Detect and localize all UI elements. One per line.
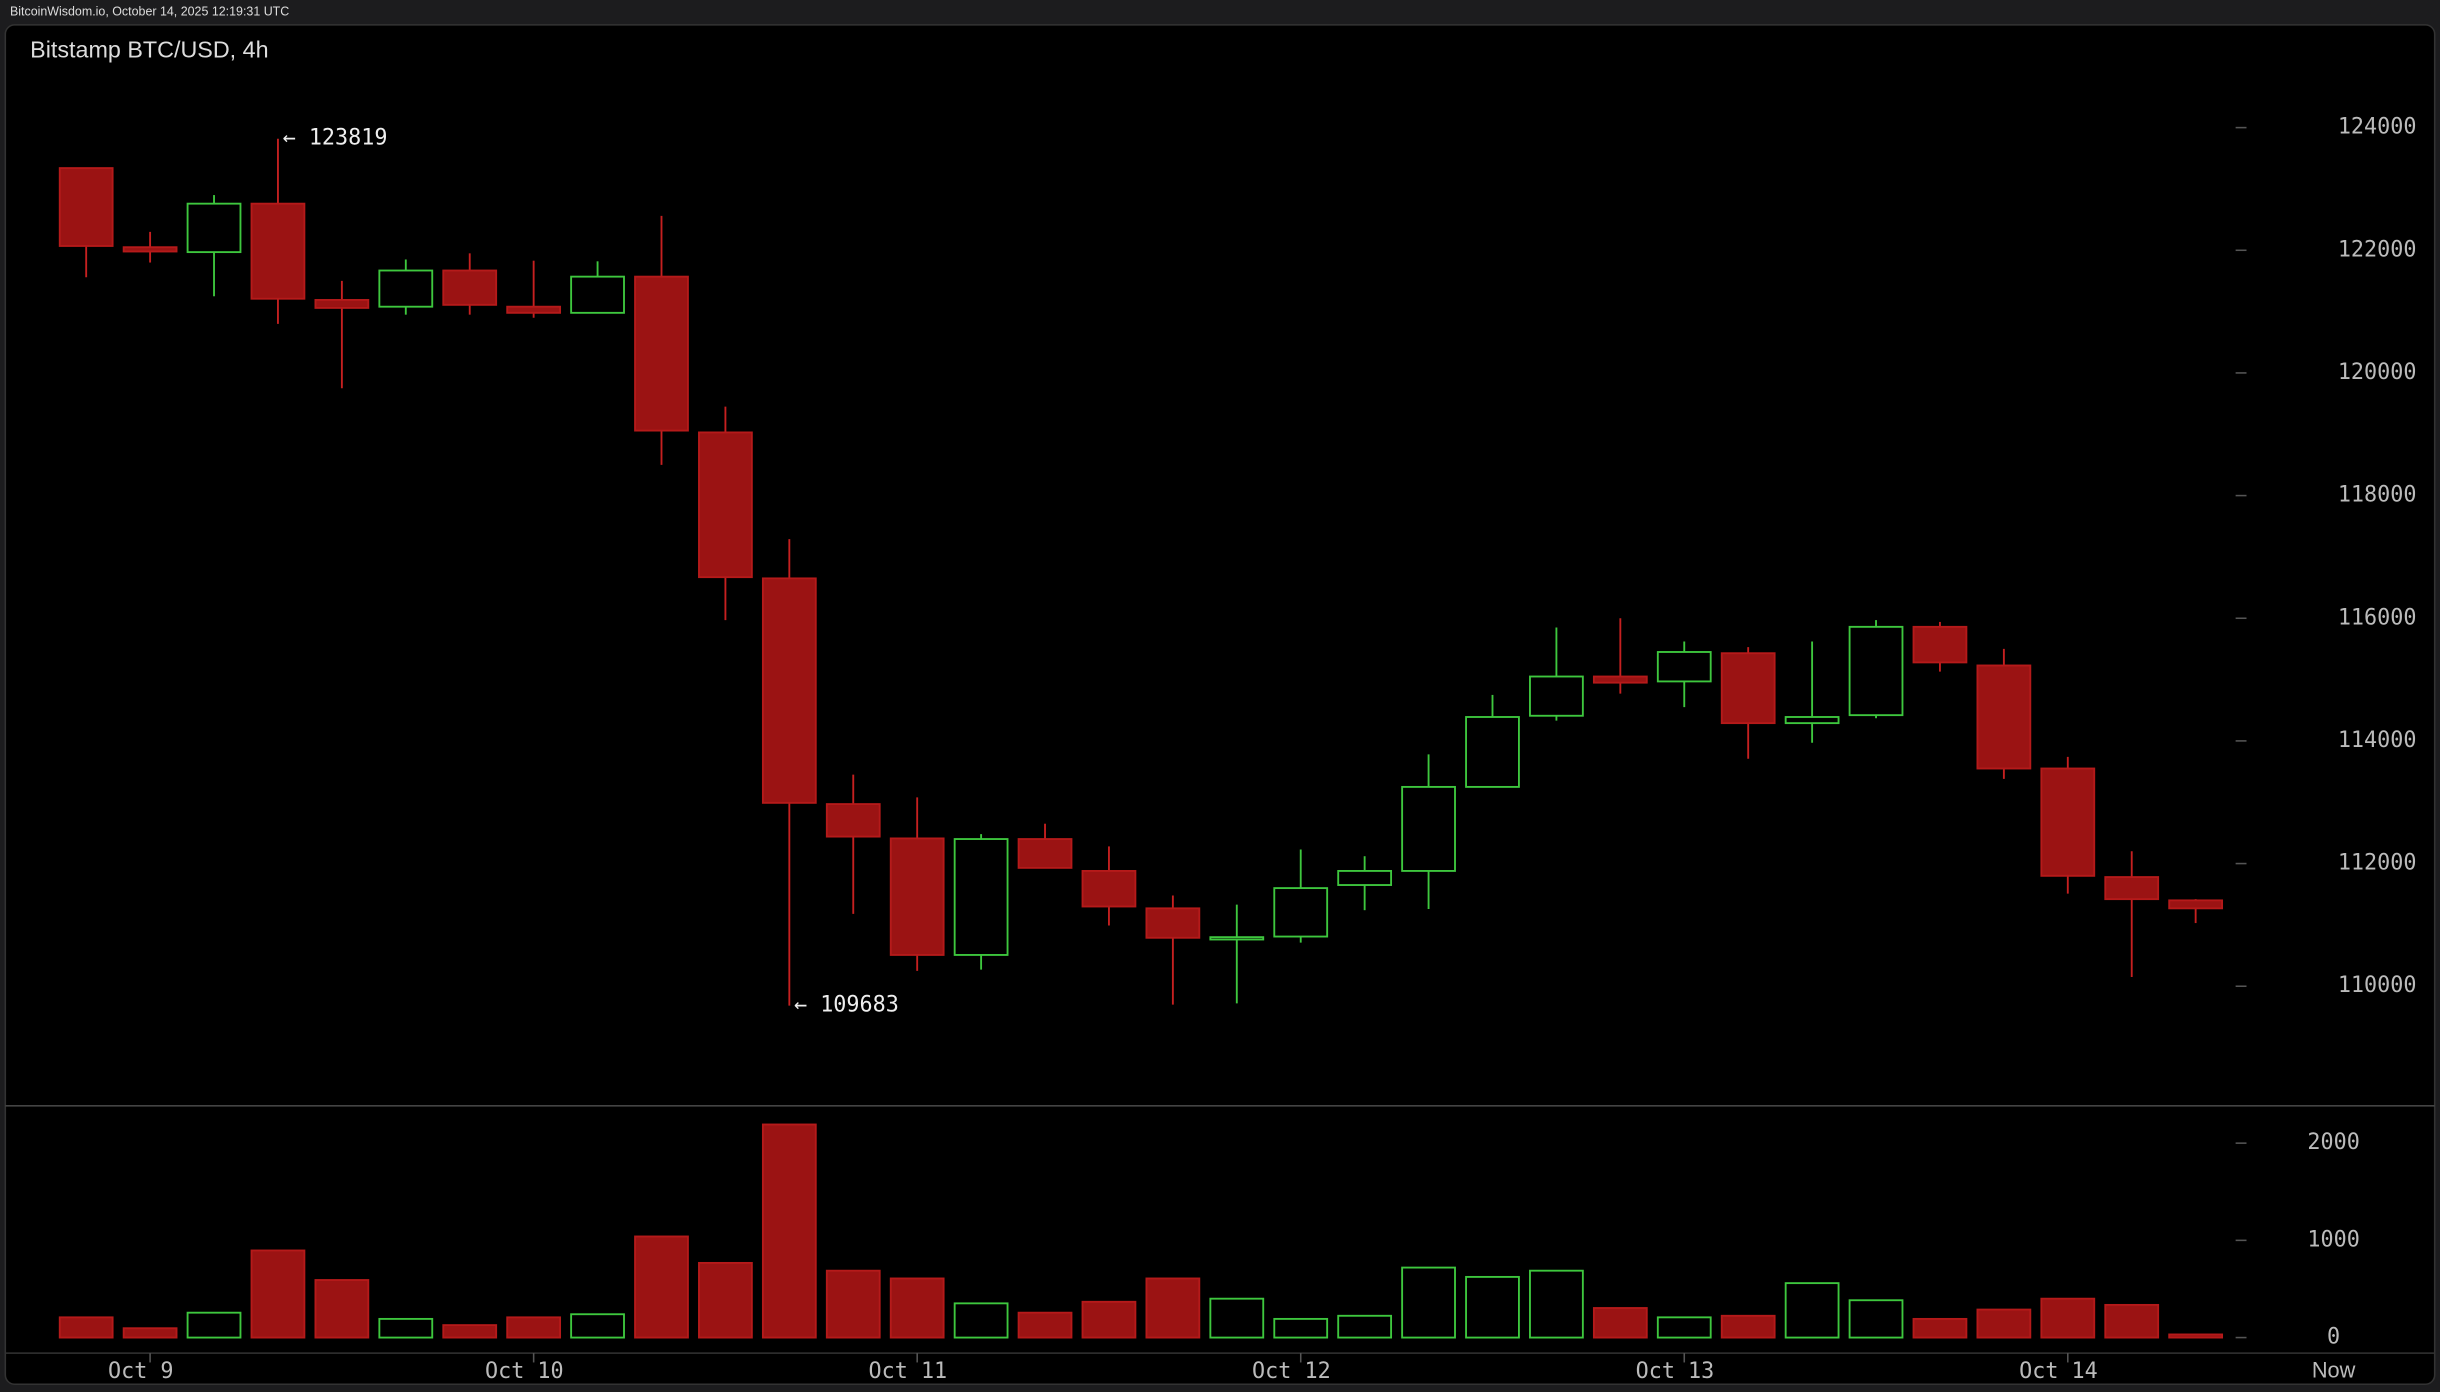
candle-body (1017, 838, 1073, 869)
candle-body (378, 269, 434, 308)
volume-bar (58, 1316, 114, 1339)
volume-bar (2168, 1333, 2224, 1339)
volume-bar (2104, 1303, 2160, 1339)
candle-body (1465, 716, 1520, 788)
y-tick-label: 116000 (2338, 605, 2417, 630)
volume-bar (1784, 1282, 1840, 1339)
candle-body (1848, 625, 1904, 717)
candle-body (1529, 675, 1584, 717)
volume-bar (186, 1311, 242, 1339)
volume-bar (698, 1261, 753, 1339)
candle-body (2040, 767, 2096, 877)
candle-body (1209, 936, 1265, 941)
now-label: Now (2312, 1358, 2356, 1383)
candle-body (506, 305, 562, 314)
volume-tick-label: 2000 (2307, 1130, 2359, 1155)
volume-bar (1081, 1300, 1137, 1339)
x-tick-label: Oct 9 (108, 1359, 174, 1384)
volume-bar (1720, 1314, 1776, 1339)
y-tick-label: 112000 (2338, 851, 2417, 876)
volume-bar (250, 1249, 306, 1339)
candle-body (761, 577, 817, 804)
candle-body (1784, 716, 1840, 725)
candle-body (634, 275, 689, 432)
candle-body (825, 803, 881, 838)
candle-body (250, 202, 306, 300)
annotation: ← 123819 (283, 126, 388, 151)
y-tick-label: 120000 (2338, 360, 2417, 385)
volume-bar (1912, 1317, 1968, 1339)
candle-body (314, 299, 370, 309)
volume-bar (1337, 1314, 1393, 1339)
candle-body (889, 837, 945, 956)
candle-body (1592, 675, 1648, 684)
volume-bar (442, 1324, 498, 1339)
volume-bar (1656, 1316, 1712, 1339)
y-tick-label: 118000 (2338, 483, 2417, 508)
chart-panel (4, 24, 2436, 1386)
candle-body (1912, 625, 1968, 664)
volume-bar (1465, 1275, 1520, 1339)
volume-bar (634, 1235, 689, 1339)
candle-body (953, 838, 1009, 956)
y-tick-label: 124000 (2338, 115, 2417, 140)
volume-bar (1273, 1317, 1329, 1339)
y-tick-label: 114000 (2338, 728, 2417, 753)
candle-body (58, 167, 114, 247)
volume-bar (1145, 1277, 1201, 1339)
volume-bar (122, 1327, 178, 1339)
candle-body (186, 202, 242, 254)
x-tick-label: Oct 11 (869, 1359, 948, 1384)
chart-title: Bitstamp BTC/USD, 4h (30, 36, 268, 62)
volume-bar (1976, 1308, 2032, 1339)
volume-bar (1848, 1299, 1904, 1339)
volume-bar (761, 1123, 817, 1339)
annotation: ← 109683 (794, 993, 899, 1018)
candle-body (698, 431, 753, 579)
volume-bar (825, 1269, 881, 1339)
candle-body (1720, 652, 1776, 725)
x-tick-label: Oct 13 (1636, 1359, 1715, 1384)
candle-body (122, 246, 178, 253)
candle-body (1656, 651, 1712, 683)
volume-bar (570, 1313, 625, 1339)
candle-body (1337, 869, 1393, 886)
candle-body (1976, 664, 2032, 770)
candle-body (570, 275, 625, 314)
candle-body (2168, 899, 2224, 910)
volume-bar (1017, 1311, 1073, 1339)
volume-tick-label: 0 (2327, 1325, 2340, 1350)
x-tick-label: Oct 14 (2019, 1359, 2098, 1384)
candle-body (1145, 907, 1201, 939)
volume-bar (1529, 1269, 1584, 1339)
volume-bar (2040, 1297, 2096, 1339)
candle-body (1273, 887, 1329, 938)
y-tick-label: 110000 (2338, 973, 2417, 998)
volume-bar (378, 1317, 434, 1339)
volume-bar (889, 1277, 945, 1339)
volume-bar (1209, 1297, 1265, 1339)
candle-body (1081, 869, 1137, 908)
volume-bar (1592, 1307, 1648, 1339)
candle-body (442, 269, 498, 306)
volume-bar (1401, 1266, 1456, 1339)
x-tick-label: Oct 12 (1252, 1359, 1331, 1384)
volume-bar (953, 1302, 1009, 1339)
header: BitcoinWisdom.io, October 14, 2025 12:19… (10, 5, 289, 19)
volume-bar (506, 1316, 562, 1339)
x-tick-label: Oct 10 (485, 1359, 564, 1384)
candle-body (2104, 876, 2160, 901)
volume-bar (314, 1279, 370, 1339)
y-tick-label: 122000 (2338, 237, 2417, 262)
volume-tick-label: 1000 (2307, 1227, 2359, 1252)
candle-body (1401, 785, 1456, 872)
